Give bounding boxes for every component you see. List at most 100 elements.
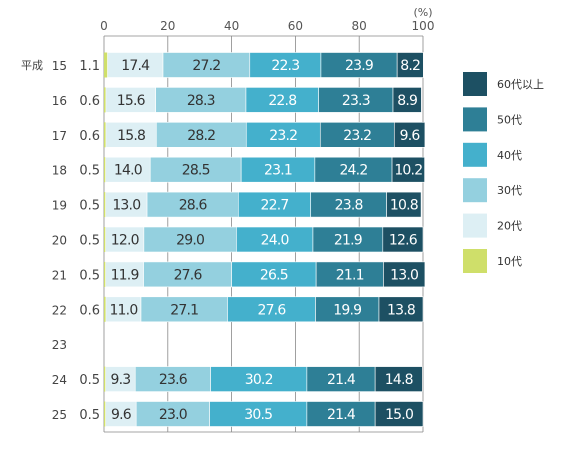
data-label: 27.6: [257, 302, 286, 318]
data-label-10s: 0.6: [79, 129, 100, 144]
data-label: 8.2: [400, 58, 420, 74]
data-label: 26.5: [260, 267, 288, 283]
data-label: 13.0: [112, 198, 140, 214]
x-tick-label: 0: [100, 19, 108, 33]
year-label-15: 15: [52, 59, 67, 73]
bar-segment: [134, 366, 211, 392]
bar-segment: [104, 401, 106, 427]
bar-segment: [319, 122, 395, 148]
bar-segment: [143, 226, 237, 253]
bar-segment: [318, 87, 394, 113]
bar-segment: [149, 156, 242, 183]
bar-segment: [383, 261, 426, 288]
data-label: 11.0: [109, 302, 137, 318]
data-label: 21.1: [336, 267, 364, 283]
bar-segment: [104, 87, 106, 113]
data-label: 28.5: [182, 163, 210, 179]
year-label-25: 25: [52, 408, 67, 422]
year-label-20: 20: [52, 234, 67, 248]
bar-segment: [314, 156, 393, 183]
year-label-16: 16: [52, 94, 67, 108]
data-label: 8.9: [397, 93, 417, 109]
legend-label: 10代: [497, 255, 522, 268]
bar-segment: [105, 191, 148, 218]
data-label: 30.5: [244, 407, 272, 423]
bar-segment: [140, 296, 228, 323]
bar-segment: [231, 261, 317, 288]
bar-segment: [374, 366, 423, 392]
bar-segment: [392, 87, 422, 113]
bar-segment: [104, 192, 106, 218]
bar-segment: [104, 157, 106, 183]
bar-segment: [105, 226, 145, 253]
data-label: 15.6: [117, 93, 146, 109]
data-label: 22.7: [261, 198, 289, 214]
bar-segment: [391, 156, 425, 183]
legend-label: 20代: [497, 220, 522, 233]
data-label: 27.6: [174, 267, 203, 283]
bar-segment: [245, 87, 319, 113]
bar-segment: [378, 296, 424, 323]
bar-segment: [146, 191, 239, 218]
legend: 60代以上 50代 40代 30代 20代 10代: [463, 72, 544, 273]
bar-segment: [105, 156, 151, 183]
bar-segment: [396, 52, 424, 78]
data-label: 23.9: [345, 58, 373, 74]
x-tick-label: 60: [288, 19, 303, 33]
x-tick-label: 80: [352, 19, 367, 33]
data-label: 23.0: [159, 407, 187, 423]
year-label-19: 19: [52, 199, 67, 213]
x-tick-label: 40: [224, 19, 239, 33]
data-label: 12.0: [111, 233, 139, 249]
data-label: 22.8: [268, 93, 296, 109]
data-label: 27.2: [192, 58, 220, 74]
bar-segment: [105, 401, 137, 427]
data-label: 23.1: [264, 163, 292, 179]
data-label: 29.0: [176, 233, 204, 249]
legend-label: 30代: [497, 184, 522, 197]
data-label: 9.6: [400, 128, 421, 144]
bar-segment: [236, 226, 314, 253]
data-label: 23.3: [342, 93, 370, 109]
bar-segment: [105, 296, 142, 323]
bar-segment: [210, 366, 308, 392]
legend-label: 40代: [497, 149, 522, 162]
bar-segment: [162, 52, 251, 78]
data-label: 10.8: [390, 198, 418, 214]
bar-segment: [382, 226, 424, 253]
bar-segment: [104, 227, 106, 252]
data-label-10s: 0.6: [79, 94, 100, 109]
year-label-18: 18: [52, 164, 67, 178]
legend-swatch: [463, 142, 487, 167]
x-tick-label: 20: [160, 19, 175, 33]
data-label: 13.8: [387, 302, 415, 318]
year-label-22: 22: [52, 303, 67, 317]
data-label: 28.2: [187, 128, 215, 144]
legend-swatch: [463, 249, 487, 273]
data-label: 9.3: [110, 372, 130, 388]
data-label: 23.6: [159, 372, 188, 388]
data-label: 13.0: [390, 267, 418, 283]
x-tick-label: 100: [412, 19, 435, 33]
data-label: 24.2: [339, 163, 367, 179]
year-label-23: 23: [52, 338, 67, 352]
data-label: 12.6: [389, 233, 418, 249]
data-label-10s: 0.5: [79, 268, 100, 283]
bar-segment: [310, 191, 387, 218]
data-label: 9.6: [111, 407, 132, 423]
legend-swatch: [463, 107, 487, 132]
data-label: 14.0: [114, 163, 142, 179]
data-label: 19.9: [333, 302, 361, 318]
data-label-10s: 0.5: [79, 408, 100, 423]
bar-segment: [315, 296, 380, 323]
data-label: 21.4: [327, 407, 356, 423]
data-label: 15.0: [385, 407, 413, 423]
bar-segment: [104, 296, 106, 322]
data-label: 23.2: [343, 128, 371, 144]
bars-layer: 17.4 27.2 22.3 23.9 8.2 15.6 28.3 22.8 23.3 8.9 15…: [104, 52, 426, 427]
data-label: 22.3: [271, 58, 299, 74]
data-label-10s: 0.6: [79, 303, 100, 318]
era-label: 平成: [21, 59, 43, 72]
